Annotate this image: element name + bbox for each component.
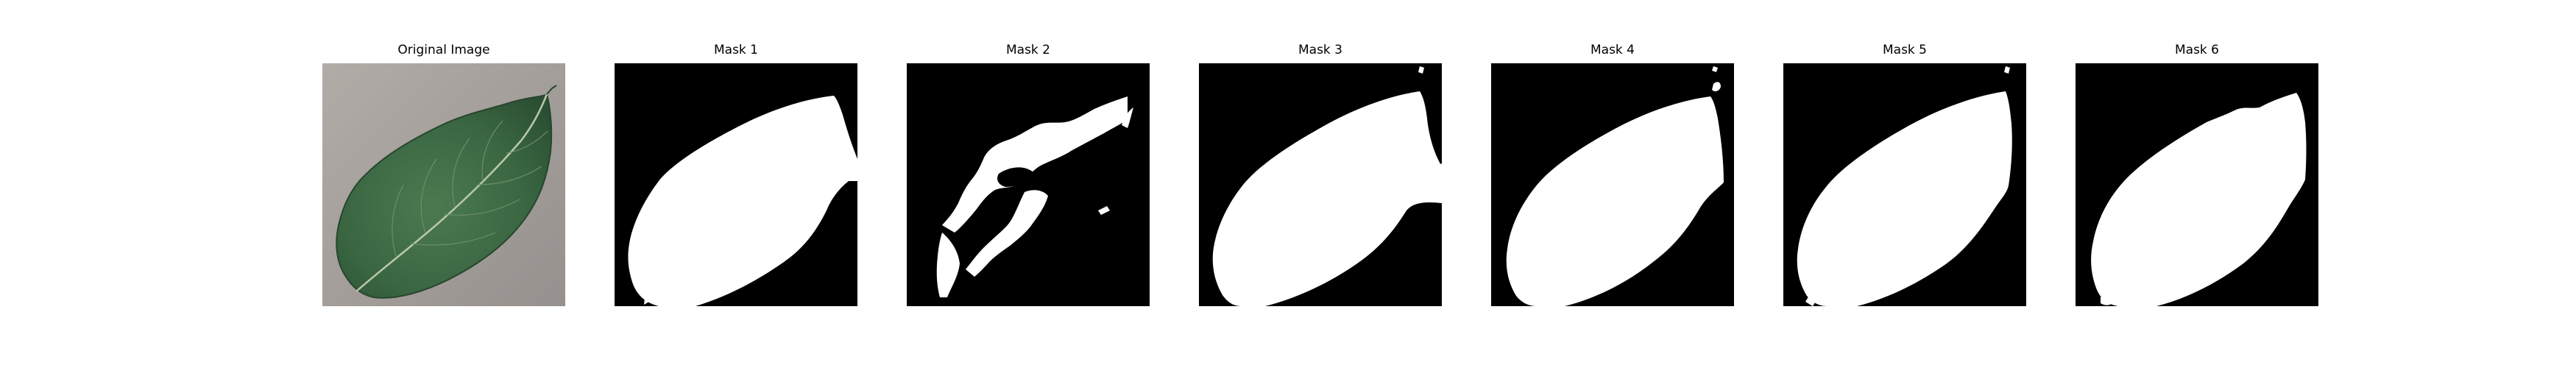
mask-3-image <box>1199 63 1442 306</box>
mask-2-image <box>907 63 1150 306</box>
mask-6-image <box>2076 63 2318 306</box>
panel-title-mask-6: Mask 6 <box>2174 43 2219 57</box>
panel-title-mask-1: Mask 1 <box>713 43 758 57</box>
mask-1-image <box>615 63 857 306</box>
original-image <box>322 63 565 306</box>
panel-title-original: Original Image <box>397 43 490 57</box>
panel-title-mask-2: Mask 2 <box>1005 43 1050 57</box>
panel-title-mask-4: Mask 4 <box>1590 43 1635 57</box>
mask-5-image <box>1783 63 2026 306</box>
panel-title-mask-3: Mask 3 <box>1298 43 1342 57</box>
mask-4-image <box>1491 63 1734 306</box>
panel-title-mask-5: Mask 5 <box>1882 43 1927 57</box>
